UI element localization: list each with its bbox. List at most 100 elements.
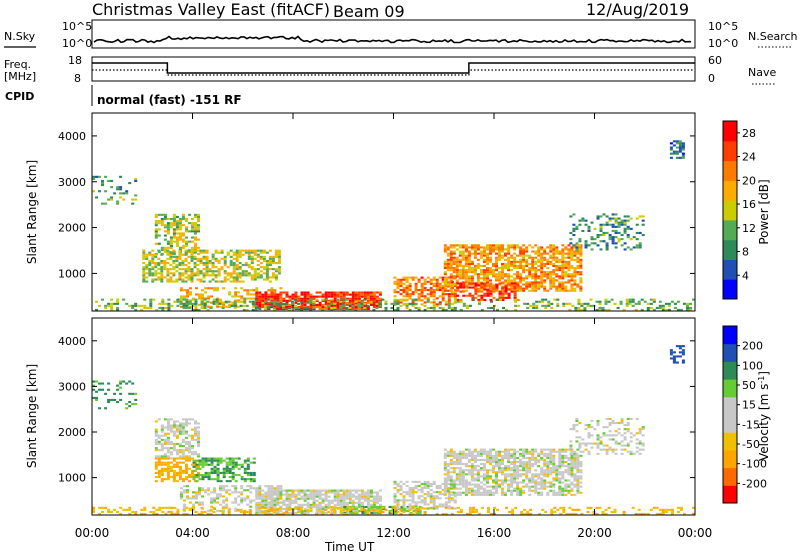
power-cell (172, 268, 176, 271)
power-cell (507, 244, 511, 247)
power-cell (507, 252, 511, 255)
power-cell (549, 273, 553, 276)
velocity-cell (345, 491, 349, 494)
power-cell (611, 238, 615, 241)
power-cell (450, 280, 454, 283)
power-cell (467, 254, 471, 257)
velocity-cell (188, 442, 191, 445)
power-cell (489, 248, 492, 251)
power-cell (576, 250, 580, 253)
power-cell (564, 262, 568, 265)
power-cell (104, 306, 108, 309)
power-cell (549, 279, 553, 282)
power-cell (596, 236, 600, 239)
velocity-cell (197, 442, 200, 445)
velocity-cell (279, 510, 283, 513)
velocity-cell (98, 382, 101, 385)
power-cell (399, 280, 403, 283)
power-cell (449, 260, 453, 263)
velocity-cell (363, 499, 367, 502)
velocity-cell (623, 424, 627, 427)
power-cell (154, 220, 158, 223)
power-cell (300, 306, 304, 309)
velocity-cell (222, 469, 226, 472)
power-cell (212, 298, 216, 301)
velocity-cell (391, 505, 395, 508)
power-cell (492, 269, 495, 272)
velocity-cell (119, 386, 123, 389)
velocity-cell (113, 392, 117, 395)
power-cell (221, 306, 225, 309)
velocity-cell (357, 501, 361, 504)
power-cell (181, 280, 185, 283)
power-cell (142, 270, 146, 273)
velocity-cell (507, 465, 511, 468)
power-cell (552, 252, 556, 255)
velocity-cell (372, 495, 376, 498)
velocity-cell (501, 461, 504, 464)
velocity-cell (501, 458, 504, 461)
velocity-cell (552, 483, 556, 486)
power-cell (464, 289, 468, 292)
power-cell (461, 275, 465, 278)
power-cell (678, 140, 682, 143)
power-cell (435, 297, 439, 300)
velocity-cell (561, 475, 565, 478)
power-cell (145, 276, 149, 279)
power-cell (372, 299, 376, 302)
velocity-cell (258, 485, 262, 488)
velocity-cell (327, 495, 331, 498)
velocity-cell (172, 459, 176, 462)
velocity-cell (198, 474, 202, 477)
power-cell (486, 254, 489, 257)
velocity-cell (596, 452, 600, 455)
velocity-cell (584, 424, 588, 427)
power-cell (228, 291, 232, 294)
velocity-cell (154, 476, 158, 479)
power-cell (537, 260, 541, 263)
power-cell (456, 294, 460, 297)
velocity-cell (504, 456, 507, 459)
velocity-cell (163, 469, 167, 472)
power-cell (579, 250, 583, 253)
velocity-cell (179, 491, 183, 494)
power-cell (211, 264, 215, 267)
power-cell (142, 274, 146, 277)
power-cell (291, 300, 294, 303)
power-cell (525, 283, 529, 286)
power-cell (547, 302, 551, 305)
power-cell (467, 269, 471, 272)
velocity-cell (447, 495, 451, 498)
velocity-cell (101, 388, 104, 391)
velocity-cell (482, 463, 486, 466)
velocity-cell (157, 449, 161, 452)
power-cell (449, 289, 453, 292)
power-cell (470, 269, 474, 272)
power-cell (464, 250, 468, 253)
power-cell (193, 264, 197, 267)
velocity-cell (309, 495, 313, 498)
power-cell (390, 306, 394, 309)
noise-tick-top-left: 10^5 (62, 20, 92, 33)
power-cell (534, 275, 538, 278)
power-cell (464, 279, 468, 282)
velocity-cell (540, 450, 544, 453)
velocity-cell (531, 473, 535, 476)
power-cell (339, 300, 343, 303)
power-cell (315, 295, 319, 298)
power-cell (396, 302, 400, 305)
power-cell (163, 246, 167, 249)
power-cell (443, 250, 447, 253)
velocity-cell (558, 479, 562, 482)
power-cell (249, 297, 253, 300)
power-cell (552, 285, 556, 288)
power-cell (446, 262, 450, 265)
power-cell (570, 267, 574, 270)
power-cell (414, 286, 418, 289)
power-cell (638, 242, 642, 245)
velocity-cell (510, 481, 514, 484)
power-cell (596, 234, 600, 237)
power-cell (258, 308, 262, 311)
power-cell (265, 264, 269, 267)
velocity-cell (443, 452, 447, 455)
